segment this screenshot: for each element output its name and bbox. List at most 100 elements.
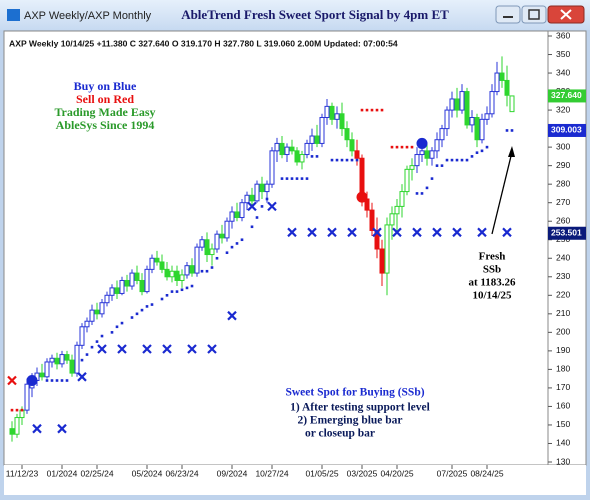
candle-body [289,146,295,152]
annotation: at 1183.26 [468,277,516,289]
stop-dot [295,177,299,180]
stop-dot [100,334,104,338]
candle-body [109,287,115,296]
candle-body [79,326,85,346]
y-tick-label: 180 [556,364,570,374]
stop-dot [55,379,59,382]
stop-dot [250,225,254,229]
annotation: or closeup bar [305,428,375,440]
annotation: Fresh [479,251,506,263]
maximize-button[interactable] [521,5,547,24]
candle-body [394,205,400,215]
stop-dot [150,303,154,306]
candle-body [114,287,120,294]
title-bar [0,0,590,30]
stop-dot [355,158,359,162]
x-mark [247,201,257,212]
x-mark [187,344,197,354]
y-tick-label: 270 [556,197,570,207]
candle-body [54,357,60,365]
annotation: AbleSys Since 1994 [56,118,155,132]
tab-title[interactable]: AXP Weekly/AXP Monthly [24,10,152,22]
x-mark [372,227,382,238]
stop-dot [285,177,289,180]
annotation: 2) Emerging blue bar [297,415,402,427]
candle-body [44,361,50,378]
candle-body [9,428,15,435]
stop-dot [410,145,414,149]
annotation: 1) After testing support level [290,402,430,414]
candle-body [119,279,125,294]
x-mark [227,310,237,321]
candle-body [509,95,515,113]
candle-body [439,128,445,141]
candle-body [444,109,450,130]
x-mark [77,372,87,382]
stop-dot [425,186,429,190]
candle-body [499,72,505,81]
price-label: 253.501 [551,228,582,238]
price-axis [547,30,587,466]
candle-body [294,150,300,163]
stop-dot [350,158,354,162]
stop-dot [375,108,379,112]
candle-body [419,150,425,156]
candle-body [99,302,105,315]
stop-dot [175,290,179,293]
stop-dot [95,340,99,343]
candle-body [39,372,45,378]
y-tick-label: 170 [556,382,570,392]
stop-dot [230,245,234,249]
x-mark [347,227,357,238]
stop-dot [330,158,334,162]
x-mark [307,227,317,238]
x-mark [162,344,172,354]
stop-dot [215,256,219,260]
y-tick-label: 160 [556,401,570,411]
candle-body [154,257,160,263]
candle-body [249,194,255,202]
stop-dot [160,297,164,301]
candle-body [469,116,475,126]
candle-body [414,154,420,167]
x-tick-label: 05/2024 [132,468,163,478]
candle-body [94,309,100,315]
candle-body [329,105,335,120]
stop-dot [445,158,449,162]
stop-dot [455,158,459,162]
stop-dot [380,108,384,112]
price-label-box [548,123,586,137]
signal-dot [26,375,38,387]
x-mark [267,201,277,212]
y-tick-label: 350 [556,49,570,59]
x-tick-label: 08/24/25 [470,468,503,478]
candle-body [229,211,235,222]
app-icon[interactable] [7,9,20,21]
annotation: Trading Made Easy [54,105,155,119]
candle-body [429,150,435,159]
candle-body [454,98,460,111]
candle-body [264,183,270,193]
annotation: Sweet Spot for Buying (SSb) [285,387,424,399]
stop-dot [170,290,174,293]
candle-body [129,272,135,287]
stop-dot [60,379,64,382]
annotation: SSb [483,264,501,276]
candle-body [14,417,20,435]
candle-body [179,274,185,281]
candle-body [464,91,470,126]
candle-body [384,224,390,274]
stop-dot [420,192,424,195]
stop-dot [475,151,479,154]
candle-body [174,270,180,281]
candle-body [184,265,190,276]
x-mark [502,227,512,238]
candle-body [169,270,175,278]
candle-body [274,142,280,152]
price-label-box [548,89,586,103]
candle-body [64,354,70,361]
annotation: 10/14/25 [472,290,512,302]
minimize-button[interactable] [495,5,521,24]
x-tick-label: 01/05/25 [305,468,338,478]
y-tick-label: 200 [556,327,570,337]
